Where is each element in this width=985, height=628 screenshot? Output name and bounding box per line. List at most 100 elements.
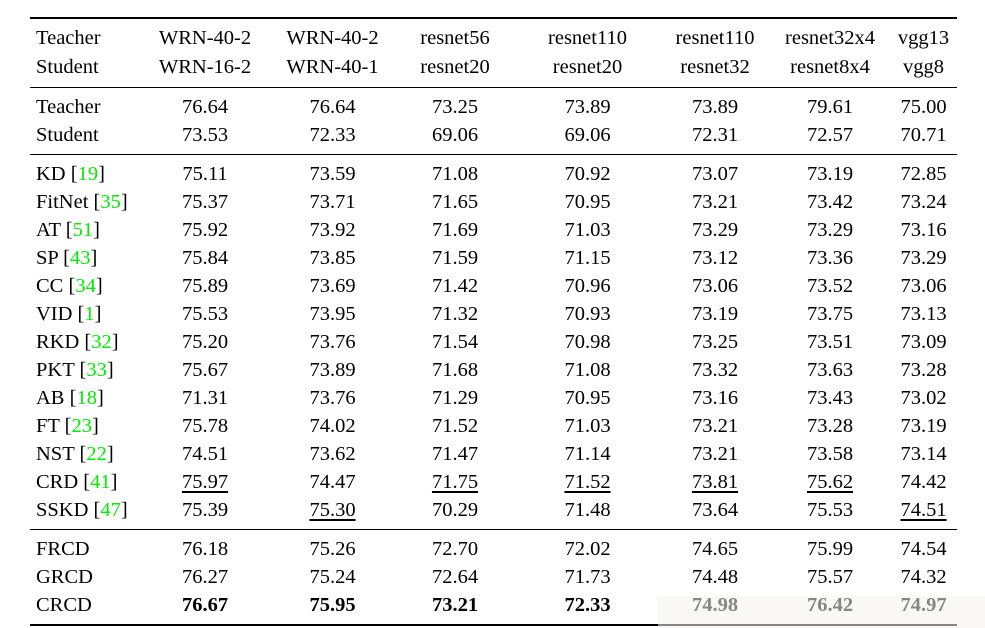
score-cell: 75.53 (181, 303, 229, 325)
score-cell: 74.47 (309, 471, 356, 493)
score-cell: 71.15 (564, 247, 611, 269)
ours-method-label: GRCD (36, 566, 93, 588)
score-cell: 73.21 (691, 443, 739, 465)
score-cell: 75.24 (309, 566, 356, 588)
method-label: AT [51] (36, 219, 100, 241)
method-row: VID [1] 75.53 73.95 71.32 70.93 73.19 73.75 73.… (30, 300, 957, 328)
column-header-teacher-model: resnet56 (420, 27, 490, 49)
citation-link[interactable]: 1 (84, 303, 95, 325)
score-cell: 73.63 (806, 359, 854, 381)
citation-link[interactable]: 19 (77, 163, 99, 185)
score-cell: 71.42 (431, 275, 479, 297)
score-cell: 73.59 (270, 154, 395, 188)
score-cell: 70.71 (900, 124, 947, 146)
score-cell: 73.36 (806, 247, 854, 269)
column-header-teacher-model: resnet110 (675, 27, 755, 49)
score-cell: 71.32 (431, 303, 479, 325)
score-cell: 70.93 (564, 303, 611, 325)
score-cell: 75.57 (806, 566, 854, 588)
score-cell: 71.47 (431, 443, 479, 465)
score-cell: 71.14 (564, 443, 611, 465)
score-cell: 73.21 (431, 594, 479, 616)
score-cell: 73.62 (309, 443, 356, 465)
citation-link[interactable]: 22 (86, 443, 107, 465)
score-cell: 73.76 (309, 387, 356, 409)
score-cell: 73.19 (900, 415, 947, 437)
score-cell: 71.54 (431, 331, 479, 353)
citation-link[interactable]: 51 (72, 219, 94, 241)
column-header-student-model: resnet32 (680, 56, 750, 78)
baseline-label: Student (36, 124, 99, 146)
citation-link[interactable]: 18 (76, 387, 97, 409)
score-cell: 70.95 (564, 387, 611, 409)
score-cell: 76.67 (181, 594, 229, 616)
column-header-teacher-model: vgg13 (897, 27, 950, 49)
citation-link[interactable]: 41 (90, 471, 111, 493)
ours-method-row: GRCD 76.27 75.24 72.64 71.73 74.48 75.57 74.32 (30, 563, 957, 591)
score-cell: 75.95 (309, 594, 356, 616)
baseline-row: Student 73.53 72.33 69.06 69.06 72.31 72.57 70.… (30, 121, 957, 155)
citation-link[interactable]: 43 (70, 247, 91, 269)
score-cell: 73.13 (900, 303, 947, 325)
score-cell: 73.09 (900, 331, 947, 353)
method-row: NST [22] 74.51 73.62 71.47 71.14 73.21 73.58 73… (30, 440, 957, 468)
score-cell: 70.92 (515, 154, 660, 188)
method-row: PKT [33] 75.67 73.89 71.68 71.08 73.32 73.63 73… (30, 356, 957, 384)
score-cell: 73.53 (181, 124, 229, 146)
score-cell: 75.99 (770, 529, 890, 563)
score-cell: 73.06 (691, 275, 739, 297)
score-cell: 71.59 (431, 247, 479, 269)
score-cell: 73.29 (900, 247, 947, 269)
score-cell: 75.53 (806, 499, 854, 521)
method-row: SSKD [47] 75.39 75.30 70.29 71.48 73.64 75.53 7… (30, 496, 957, 530)
citation-link[interactable]: 34 (75, 275, 96, 297)
citation-link[interactable]: 23 (71, 415, 93, 437)
score-cell: 75.00 (890, 87, 957, 121)
underlined-score: 71.52 (564, 471, 611, 493)
citation-link[interactable]: 32 (91, 331, 112, 353)
score-cell: 71.68 (431, 359, 479, 381)
score-cell: 73.76 (309, 331, 356, 353)
score-cell: 71.29 (431, 387, 479, 409)
score-cell: 72.70 (395, 529, 515, 563)
score-cell: 76.42 (806, 594, 854, 616)
score-cell: 73.19 (691, 303, 739, 325)
method-row: CC [34] 75.89 73.69 71.42 70.96 73.06 73.52 73.… (30, 272, 957, 300)
method-label: CC [34] (36, 275, 103, 297)
header-label-student: Student (36, 56, 99, 78)
score-cell: 73.43 (806, 387, 854, 409)
score-cell: 75.67 (181, 359, 229, 381)
ours-method-row: FRCD 76.18 75.26 72.70 72.02 74.65 75.99 74.54 (30, 529, 957, 563)
score-cell: 74.32 (900, 566, 947, 588)
score-cell: 75.11 (140, 154, 270, 188)
score-cell: 75.97 (140, 468, 270, 496)
score-cell: 73.69 (309, 275, 356, 297)
method-label: RKD [32] (36, 331, 119, 353)
method-row: AB [18] 71.31 73.76 71.29 70.95 73.16 73.43 73.… (30, 384, 957, 412)
citation-link[interactable]: 35 (100, 191, 121, 213)
baseline-row: Teacher 76.64 76.64 73.25 73.89 73.89 79.61 75.… (30, 87, 957, 121)
score-cell: 73.89 (309, 359, 356, 381)
score-cell: 70.29 (431, 499, 479, 521)
citation-link[interactable]: 33 (86, 359, 107, 381)
score-cell: 71.48 (564, 499, 611, 521)
method-label: NST [22] (36, 443, 114, 465)
method-row: SP [43] 75.84 73.85 71.59 71.15 73.12 73.36 73.… (30, 244, 957, 272)
score-cell: 73.07 (660, 154, 770, 188)
results-table-grid: Teacher WRN-40-2 WRN-40-2 resnet56 resnet110… (30, 17, 957, 626)
header-row-teacher: Teacher WRN-40-2 WRN-40-2 resnet56 resnet110… (30, 18, 957, 53)
score-cell: 74.51 (181, 443, 229, 465)
score-cell: 73.64 (691, 499, 739, 521)
score-cell: 75.92 (181, 219, 229, 241)
score-cell: 79.61 (770, 87, 890, 121)
score-cell: 73.14 (900, 443, 947, 465)
score-cell: 71.73 (564, 566, 611, 588)
score-cell: 75.30 (270, 496, 395, 530)
score-cell: 73.25 (691, 331, 739, 353)
ours-method-row: CRCD 76.67 75.95 73.21 72.33 74.98 76.42 74.97 (30, 591, 957, 625)
score-cell: 75.89 (181, 275, 229, 297)
citation-link[interactable]: 47 (100, 499, 121, 521)
score-cell: 72.02 (515, 529, 660, 563)
score-cell: 73.29 (691, 219, 739, 241)
